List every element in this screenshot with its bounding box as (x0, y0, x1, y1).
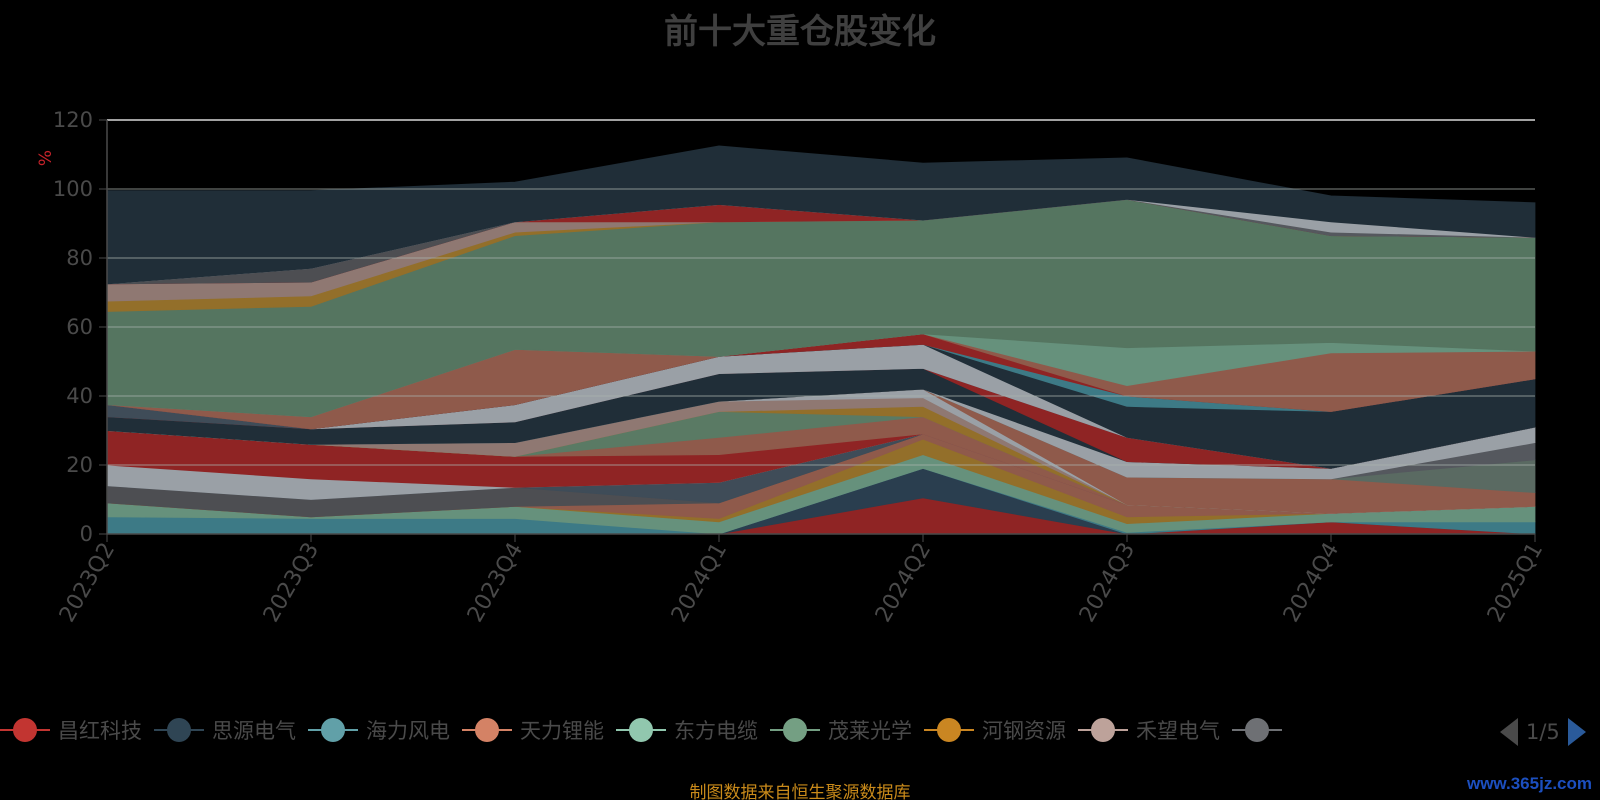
x-tick-label-2024Q1: 2024Q1 (667, 539, 732, 627)
x-tick-label-2023Q2: 2023Q2 (55, 539, 120, 627)
legend-prev-page-icon[interactable] (1500, 718, 1518, 746)
legend-marker-icon (924, 717, 974, 743)
legend-marker-icon (0, 717, 50, 743)
legend-page-indicator: 1/5 (1526, 720, 1560, 744)
area-series-36[interactable] (106, 145, 1536, 285)
legend-item-8[interactable]: 禾望电气 (1078, 715, 1220, 745)
legend-item-2[interactable]: 思源电气 (154, 715, 296, 745)
x-tick-label-2025Q1: 2025Q1 (1483, 539, 1548, 627)
x-tick-label-2024Q2: 2024Q2 (871, 539, 936, 627)
legend-marker-icon (308, 717, 358, 743)
legend-label: 东方电缆 (674, 719, 758, 743)
x-tick-label-2024Q3: 2024Q3 (1075, 539, 1140, 627)
legend-item-5[interactable]: 东方电缆 (616, 715, 758, 745)
x-tick-label-2024Q4: 2024Q4 (1279, 539, 1344, 627)
y-tick-label-60: 60 (66, 315, 93, 339)
legend-label: 思源电气 (212, 719, 296, 743)
chart-title: 前十大重仓股变化 (664, 12, 936, 52)
legend-marker-icon (770, 717, 820, 743)
legend-label: 天力锂能 (520, 719, 604, 743)
data-source-note: 制图数据来自恒生聚源数据库 (689, 783, 911, 800)
grid-layer (107, 119, 1535, 466)
watermark: www.365jz.com (1466, 774, 1592, 793)
y-tick-label-100: 100 (53, 177, 93, 201)
legend-label: 海力风电 (366, 719, 450, 743)
legend-item-7[interactable]: 河钢资源 (924, 715, 1066, 745)
legend-item-4[interactable]: 天力锂能 (462, 715, 604, 745)
legend-next-page-icon[interactable] (1567, 718, 1586, 746)
legend-label: 河钢资源 (982, 719, 1066, 743)
legend-item-9[interactable] (1232, 717, 1290, 743)
legend-marker-icon (1232, 717, 1282, 743)
legend-marker-icon (462, 717, 512, 743)
y-tick-label-80: 80 (66, 246, 93, 270)
y-tick-label-20: 20 (66, 453, 93, 477)
legend-item-6[interactable]: 茂莱光学 (770, 715, 912, 745)
y-tick-label-120: 120 (53, 108, 93, 132)
legend-pager: 1/5 (1500, 718, 1586, 746)
legend-marker-icon (1078, 717, 1128, 743)
legend-label: 昌红科技 (58, 719, 142, 743)
x-tick-label-2023Q4: 2023Q4 (463, 539, 528, 627)
legend-marker-icon (154, 717, 204, 743)
x-tick-label-2023Q3: 2023Q3 (259, 539, 324, 627)
legend-item-1[interactable]: 昌红科技 (0, 715, 142, 745)
legend-label: 禾望电气 (1136, 719, 1220, 743)
legend-marker-icon (616, 717, 666, 743)
legend-label: 茂莱光学 (828, 719, 912, 743)
y-tick-label-0: 0 (80, 522, 93, 546)
y-tick-label-40: 40 (66, 384, 93, 408)
area-layer (106, 145, 1536, 535)
legend: 昌红科技 思源电气 海力风电 天力锂能 东方电缆 茂莱光学 河钢资源 禾望电气 (0, 715, 1470, 755)
legend-item-3[interactable]: 海力风电 (308, 715, 450, 745)
